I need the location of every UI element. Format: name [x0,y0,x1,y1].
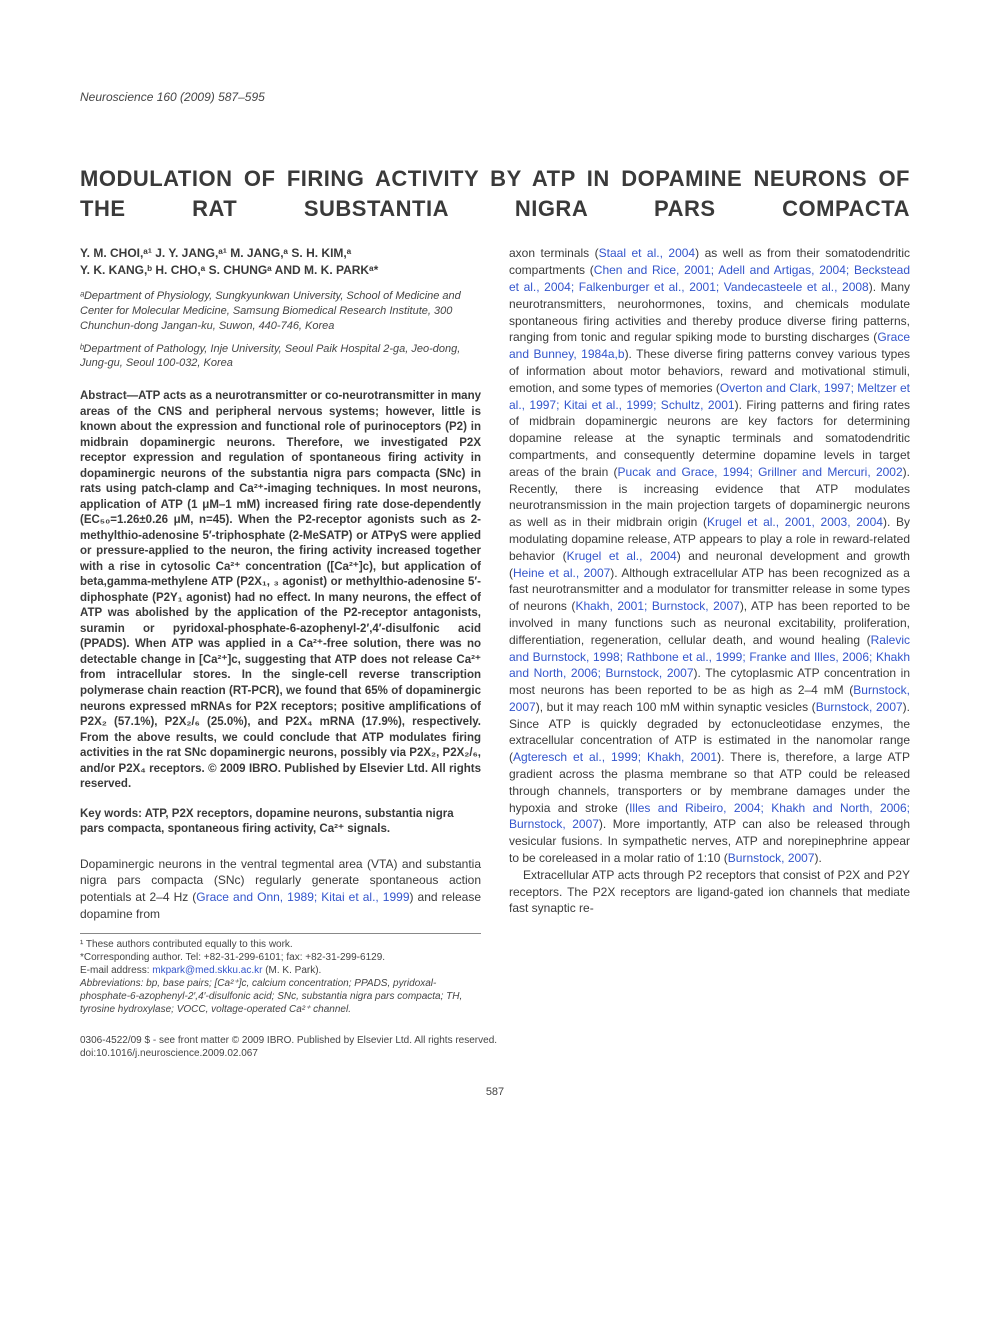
footnote-abbreviations: Abbreviations: bp, base pairs; [Ca²⁺]c, … [80,977,481,1016]
page-footer: 0306-4522/09 $ - see front matter © 2009… [80,1034,910,1060]
authors-line-1: Y. M. CHOI,ᵃ¹ J. Y. JANG,ᵃ¹ M. JANG,ᵃ S.… [80,246,351,260]
footnote-equal-contrib: ¹ These authors contributed equally to t… [80,938,481,951]
abbrev-text: Abbreviations: bp, base pairs; [Ca²⁺]c, … [80,978,462,1015]
citation-link[interactable]: Agteresch et al., 1999; Khakh, 2001 [513,750,717,764]
footnote-email-line: E-mail address: mkpark@med.skku.ac.kr (M… [80,964,481,977]
body-paragraph-1: axon terminals (Staal et al., 2004) as w… [509,245,910,866]
citation-link[interactable]: Burnstock, 2007 [728,851,815,865]
citation-link[interactable]: Staal et al., 2004 [599,246,695,260]
article-title: MODULATION OF FIRING ACTIVITY BY ATP IN … [80,164,910,223]
authors-line-2: Y. K. KANG,ᵇ H. CHO,ᵃ S. CHUNGᵃ AND M. K… [80,263,378,277]
journal-citation: Neuroscience 160 (2009) 587–595 [80,90,910,104]
citation-link[interactable]: Heine et al., 2007 [513,566,610,580]
footnotes-block: ¹ These authors contributed equally to t… [80,933,481,1016]
txt: axon terminals ( [509,246,599,260]
right-column: axon terminals (Staal et al., 2004) as w… [509,245,910,1015]
txt: ). [815,851,822,865]
citation-link[interactable]: Burnstock, 2007 [816,700,903,714]
email-label: E-mail address: [80,965,152,976]
keywords: Key words: ATP, P2X receptors, dopamine … [80,807,481,838]
page: Neuroscience 160 (2009) 587–595 MODULATI… [0,0,990,1158]
email-link[interactable]: mkpark@med.skku.ac.kr [152,965,262,976]
citation-link[interactable]: Grace and Onn, 1989; Kitai et al., 1999 [196,890,409,904]
intro-paragraph: Dopaminergic neurons in the ventral tegm… [80,856,481,923]
left-column: Y. M. CHOI,ᵃ¹ J. Y. JANG,ᵃ¹ M. JANG,ᵃ S.… [80,245,481,1015]
citation-link[interactable]: Khakh, 2001; Burnstock, 2007 [575,599,739,613]
citation-link[interactable]: Krugel et al., 2001, 2003, 2004 [707,515,883,529]
indented-text: Extracellular ATP acts through P2 recept… [509,867,910,917]
citation-link[interactable]: Krugel et al., 2004 [567,549,677,563]
two-column-layout: Y. M. CHOI,ᵃ¹ J. Y. JANG,ᵃ¹ M. JANG,ᵃ S.… [80,245,910,1015]
affiliation-a: ᵃDepartment of Physiology, Sungkyunkwan … [80,289,481,334]
abstract-text: Abstract—ATP acts as a neurotransmitter … [80,389,481,792]
body-paragraph-2: Extracellular ATP acts through P2 recept… [509,867,910,917]
txt: ), but it may reach 100 mM within synapt… [536,700,816,714]
doi-line: doi:10.1016/j.neuroscience.2009.02.067 [80,1047,910,1060]
affiliation-b: ᵇDepartment of Pathology, Inje Universit… [80,342,481,372]
page-number: 587 [80,1086,910,1098]
copyright-line: 0306-4522/09 $ - see front matter © 2009… [80,1034,910,1047]
email-tail: (M. K. Park). [262,965,321,976]
citation-link[interactable]: Pucak and Grace, 1994; Grillner and Merc… [618,465,903,479]
author-list: Y. M. CHOI,ᵃ¹ J. Y. JANG,ᵃ¹ M. JANG,ᵃ S.… [80,245,481,279]
footnote-corresponding: *Corresponding author. Tel: +82-31-299-6… [80,951,481,964]
